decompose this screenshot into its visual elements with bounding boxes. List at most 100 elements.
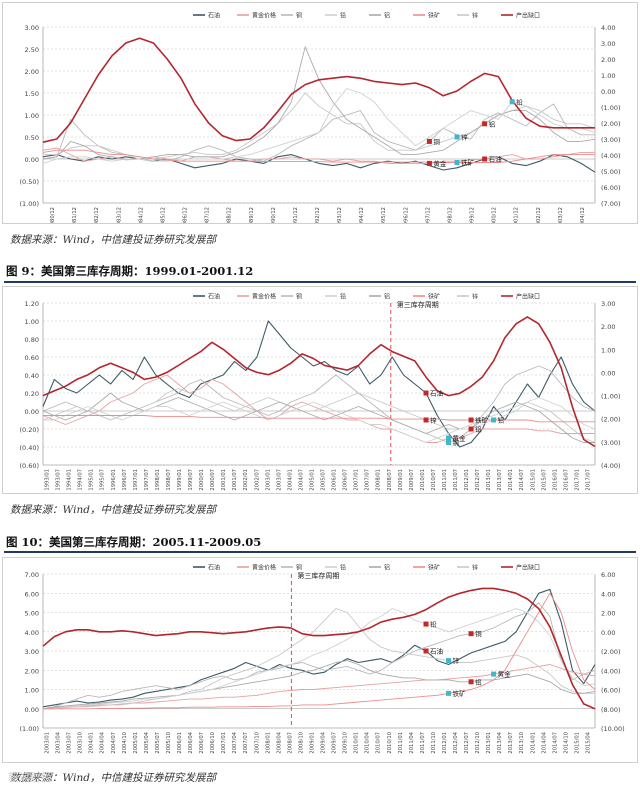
chart-panel-1: 3.00 2.50 2.00 1.50 1.00 0.50 0.00 (0.50) (1.00)… — [2, 2, 638, 229]
y-tick-right: (2.00) — [601, 120, 621, 128]
y-tick-left: 2.00 — [25, 667, 39, 675]
x-tick: 2008/10 — [298, 732, 304, 754]
x-tick: 2006/10 — [210, 732, 216, 754]
point-marker — [423, 648, 429, 654]
legend-item: 黄金价格 — [252, 564, 276, 572]
series-line-产出缺口 — [42, 587, 596, 710]
x-tick: 2013/10 — [519, 732, 525, 754]
x-tick: 1999/07 — [188, 469, 194, 491]
x-tick: 2005/07 — [321, 469, 327, 491]
point-label: 铝 — [475, 677, 482, 686]
watermark: 新浪财经 — [8, 771, 52, 784]
series-line-铁矿 — [43, 415, 595, 423]
legend-item: 石油 — [208, 293, 220, 301]
x-tick: 1996/12 — [403, 207, 409, 223]
series-line-锌 — [42, 388, 596, 443]
point-label: 石油 — [430, 647, 443, 656]
x-tick: 2003/01 — [265, 469, 271, 491]
point-label: 铁矿 — [461, 158, 475, 167]
legend-item: 锌 — [472, 564, 478, 572]
point-label: 锌 — [461, 133, 468, 142]
source-note-1: 数据来源：Wind，中信建投证券研究发展部 — [10, 234, 216, 246]
legend-item: 产出缺口 — [516, 12, 540, 20]
x-tick: 2003/07 — [67, 732, 73, 754]
x-tick: 1988/12 — [227, 207, 233, 223]
point-marker — [426, 160, 432, 166]
x-tick: 1999/12 — [470, 207, 476, 223]
y-tick-right: (1.00) — [601, 104, 621, 112]
x-tick: 2004/04 — [100, 731, 106, 753]
x-tick: 1984/12 — [138, 207, 144, 223]
y-tick-left: 1.00 — [25, 112, 39, 120]
y-tick-left: (0.40) — [19, 444, 39, 452]
point-marker — [454, 134, 460, 140]
x-tick: 1996/07 — [122, 469, 128, 491]
y-tick-left: 0.00 — [25, 706, 39, 714]
x-tick: 2001/07 — [232, 469, 238, 491]
x-tick: 2000/01 — [199, 469, 205, 491]
point-label: 石油 — [489, 155, 502, 164]
series-line-铅 — [42, 88, 596, 164]
x-tick: 2007/04 — [232, 731, 238, 753]
point-marker — [482, 121, 488, 127]
x-tick: 2011/01 — [442, 469, 448, 491]
x-tick: 1997/07 — [144, 469, 150, 491]
x-tick: 2009/01 — [398, 469, 404, 491]
series-line-铁矿 — [42, 149, 595, 163]
y-tick-right: (1.00) — [601, 393, 621, 401]
source-note-2: 数据来源：Wind，中信建投证券研究发展部 — [10, 504, 216, 516]
x-tick: 2017/01 — [574, 469, 580, 491]
x-tick: 2008/01 — [265, 732, 271, 754]
x-tick: 2013/01 — [486, 732, 492, 754]
x-tick: 2012/04 — [453, 731, 459, 753]
y-tick-right: (3.00) — [601, 136, 621, 144]
y-tick-right: 3.00 — [601, 300, 615, 308]
x-tick: 2005/04 — [144, 731, 150, 753]
x-tick: 2008/04 — [276, 731, 282, 753]
y-tick-right: 0.00 — [601, 88, 615, 96]
legend-item: 铁矿 — [428, 293, 440, 301]
x-tick: 2000/07 — [210, 469, 216, 491]
x-tick: 2016/01 — [552, 469, 558, 491]
legend-item: 铅 — [340, 12, 346, 20]
x-tick: 2008/07 — [287, 732, 293, 754]
x-tick: 2010/10 — [387, 732, 393, 754]
x-tick: 2005/10 — [166, 732, 172, 754]
x-tick: 2016/07 — [563, 469, 569, 491]
legend-item: 铅 — [340, 293, 346, 301]
x-tick: 1993/01 — [45, 469, 51, 491]
x-tick: 2006/01 — [332, 469, 338, 491]
point-label: 锌 — [453, 656, 460, 665]
x-tick: 2010/07 — [431, 469, 437, 491]
x-tick: 1998/01 — [155, 469, 161, 491]
series-line-锌 — [43, 608, 595, 710]
x-tick: 2009/04 — [321, 731, 327, 753]
legend-item: 铜 — [296, 12, 302, 20]
y-tick-left: 1.00 — [25, 687, 39, 695]
x-tick: 1994/07 — [78, 469, 84, 491]
y-tick-right: 6.00 — [601, 571, 615, 579]
x-tick: 2013/04 — [497, 731, 503, 753]
legend-item: 铁矿 — [428, 12, 440, 20]
x-tick: 2003/01 — [45, 732, 51, 754]
y-tick-left: 7.00 — [25, 571, 39, 579]
x-tick: 1997/01 — [133, 469, 139, 491]
x-tick: 2004/10 — [122, 732, 128, 754]
y-tick-right: 2.00 — [601, 56, 615, 64]
y-tick-left: 0.80 — [25, 336, 39, 344]
y-tick-right: 3.00 — [601, 40, 615, 48]
y-tick-right: (6.00) — [601, 184, 621, 192]
x-tick: 1993/07 — [56, 469, 62, 491]
y-tick-right: 0.00 — [601, 369, 615, 377]
y-tick-left: 5.00 — [25, 610, 39, 618]
point-marker — [468, 679, 474, 685]
point-marker — [509, 99, 515, 105]
point-label: 石油 — [430, 389, 443, 398]
y-tick-right: (7.00) — [601, 200, 621, 208]
y-tick-left: 0.00 — [25, 408, 39, 416]
point-marker — [491, 417, 497, 423]
x-tick: 2003/04 — [56, 731, 62, 753]
point-label: 铅 — [430, 620, 437, 629]
x-tick: 2014/10 — [563, 732, 569, 754]
point-marker — [468, 426, 474, 432]
